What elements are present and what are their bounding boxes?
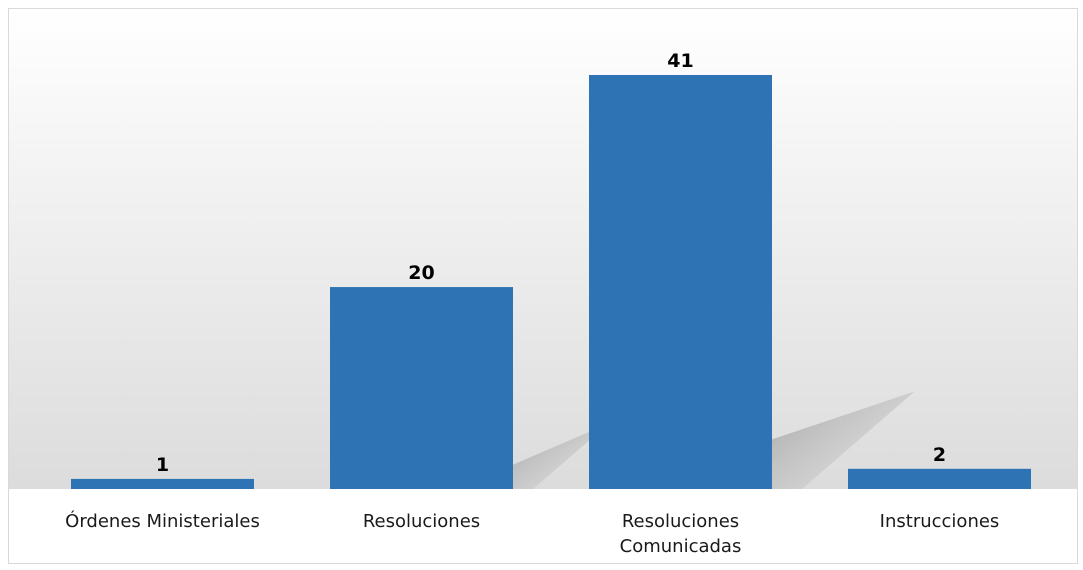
bar-ordenes-ministeriales — [71, 479, 254, 489]
plot-background — [9, 9, 1077, 489]
category-labels-group: Órdenes Ministeriales Resoluciones Resoluc… — [65, 510, 999, 557]
value-label-resoluciones-comunicadas: 41 — [667, 50, 693, 72]
value-label-resoluciones: 20 — [408, 262, 434, 284]
bar-instrucciones — [848, 469, 1031, 489]
category-label-resoluciones-comunicadas: Resoluciones Comunicadas — [620, 511, 742, 557]
category-label-instrucciones: Instrucciones — [880, 511, 1000, 532]
bar-resoluciones — [330, 287, 513, 489]
category-label-resoluciones: Resoluciones — [363, 511, 480, 532]
value-label-ordenes-ministeriales: 1 — [156, 454, 169, 476]
value-label-instrucciones: 2 — [933, 444, 946, 466]
bar-resoluciones-comunicadas — [589, 75, 772, 489]
category-label-ordenes-ministeriales: Órdenes Ministeriales — [65, 510, 260, 532]
